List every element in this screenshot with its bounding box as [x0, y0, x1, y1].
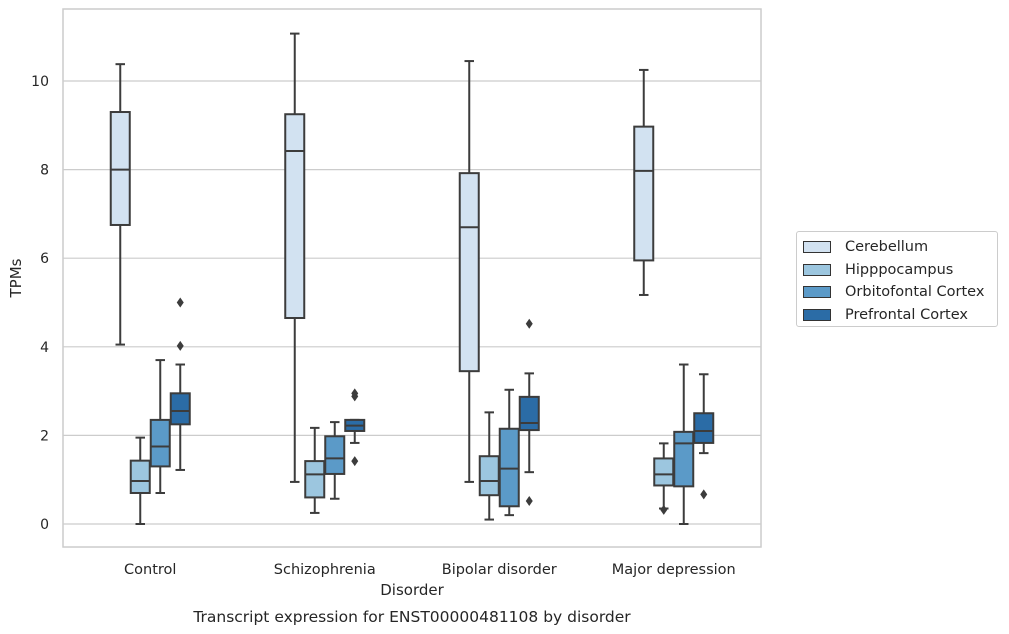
x-tick-label: Schizophrenia [274, 562, 376, 578]
box-iqr [284, 113, 306, 320]
x-tick-label: Control [124, 562, 176, 578]
box-plot [693, 373, 715, 500]
box-iqr [324, 435, 346, 475]
box-plot [478, 411, 500, 521]
box-plot [304, 426, 326, 514]
box-plot [169, 297, 191, 471]
box-plot [633, 68, 655, 296]
box-plots [109, 32, 715, 525]
outlier-point [351, 388, 359, 399]
outlier-point [700, 489, 708, 500]
legend-label: Prefrontal Cortex [845, 306, 968, 323]
box-plot [653, 442, 675, 515]
x-axis-label: Disorder [380, 581, 444, 599]
box-iqr [129, 459, 151, 494]
plot-frame [62, 8, 762, 548]
box-plot [109, 63, 131, 346]
box-iqr [149, 418, 171, 468]
chart-caption: Transcript expression for ENST0000048110… [192, 608, 631, 626]
y-tick-label: 10 [31, 74, 49, 90]
x-tick-label: Bipolar disorder [442, 562, 557, 578]
box-iqr [458, 172, 480, 373]
box-iqr [304, 460, 326, 499]
box-iqr [653, 457, 675, 487]
legend-item-orbitofrontal: Orbitofontal Cortex [803, 281, 997, 304]
outlier-point [176, 340, 184, 351]
box-iqr [518, 395, 540, 432]
box-iqr [498, 427, 520, 508]
box-plot [344, 388, 366, 467]
legend-item-cerebellum: Cerebellum [803, 236, 997, 259]
legend-swatch-prefrontal [803, 308, 831, 321]
outlier-point [660, 504, 668, 515]
box-plot [129, 436, 151, 525]
box-iqr [478, 455, 500, 497]
box-iqr [693, 412, 715, 444]
legend-item-prefrontal: Prefrontal Cortex [803, 304, 997, 327]
legend-swatch-orbitofrontal [803, 286, 831, 299]
box-iqr [633, 125, 655, 262]
box-plot [149, 359, 171, 494]
y-tick-label: 0 [40, 517, 49, 533]
legend-swatch-cerebellum [803, 241, 831, 254]
axis-tick-labels: 0 2 4 6 8 10 Control Schizophrenia Bipolar disor… [31, 74, 736, 578]
y-tick-label: 4 [40, 340, 49, 356]
legend-label: Cerebellum [845, 239, 929, 256]
legend-item-hippocampus: Hipppocampus [803, 259, 997, 282]
outlier-point [525, 495, 533, 506]
outlier-point [176, 297, 184, 308]
box-iqr [109, 111, 131, 226]
y-axis-label: TPMs [7, 258, 25, 298]
legend-label: Orbitofontal Cortex [845, 284, 985, 301]
y-tick-label: 8 [40, 163, 49, 179]
box-iqr [169, 392, 191, 426]
box-iqr [673, 430, 695, 488]
legend: Cerebellum Hipppocampus Orbitofontal Cor… [796, 231, 998, 327]
outlier-point [351, 456, 359, 467]
y-tick-label: 2 [40, 428, 49, 444]
outlier-point [525, 318, 533, 329]
box-plot [324, 421, 346, 500]
box-plot [458, 60, 480, 483]
box-plot [498, 388, 520, 517]
y-tick-label: 6 [40, 251, 49, 267]
box-plot [284, 32, 306, 483]
box-plot [518, 318, 540, 506]
legend-label: Hipppocampus [845, 261, 954, 278]
legend-swatch-hippocampus [803, 263, 831, 276]
box-plot [673, 363, 695, 525]
x-tick-label: Major depression [612, 562, 736, 578]
